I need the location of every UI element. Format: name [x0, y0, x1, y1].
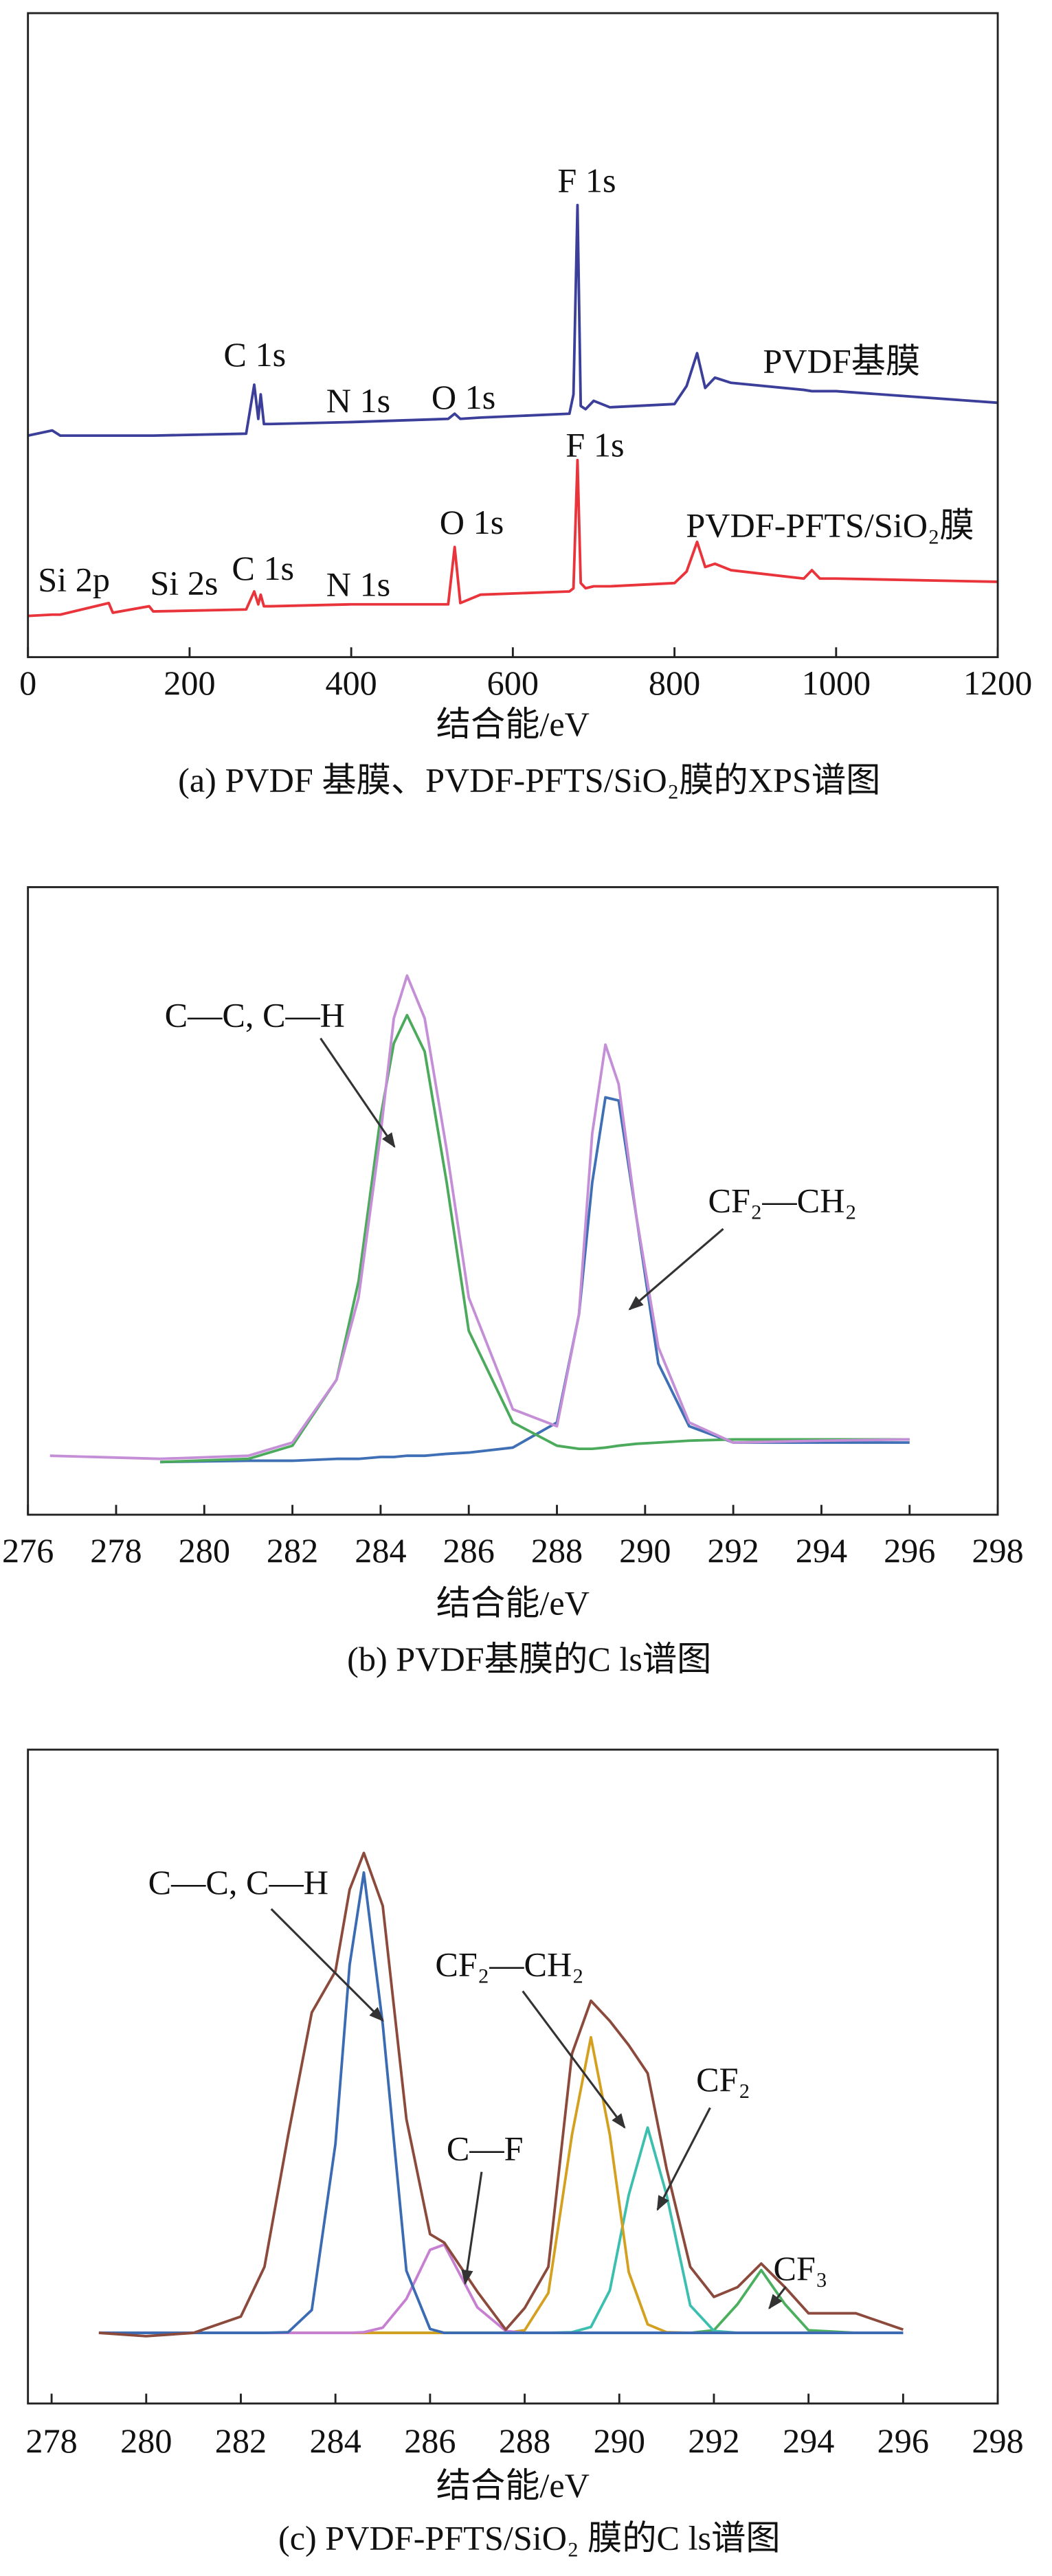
x-axis-label: 结合能/eV [436, 2466, 590, 2505]
x-tick-label: 278 [90, 1531, 142, 1570]
peak-label: CF₃ [774, 2249, 828, 2287]
x-tick-label: 600 [487, 664, 539, 702]
x-tick-label: 286 [404, 2421, 456, 2460]
peak-label: C—C, C—H [148, 1863, 328, 1901]
peak-label: N 1s [326, 381, 390, 420]
x-tick-label: 200 [164, 664, 215, 702]
x-tick-label: 0 [19, 664, 36, 702]
x-tick-label: 282 [215, 2421, 267, 2460]
plot-frame [27, 1748, 999, 2405]
spectrum-line [160, 1096, 910, 1464]
peak-label: F 1s [566, 425, 624, 464]
x-tick-label: 284 [355, 1531, 406, 1570]
arrow [320, 1037, 396, 1149]
peak-label: F 1s [557, 161, 616, 199]
peak-label: CF₂—CH₂ [708, 1182, 856, 1220]
x-tick-label: 290 [619, 1531, 671, 1570]
spectrum-line [27, 203, 998, 438]
x-tick-label: 276 [2, 1531, 54, 1570]
caption: (b) PVDF基膜的C ls谱图 [347, 1640, 711, 1678]
x-tick-label: 298 [972, 2421, 1023, 2460]
caption: (a) PVDF 基膜、PVDF-PFTS/SiO₂膜的XPS谱图 [178, 760, 880, 799]
x-tick-label: 294 [783, 2421, 834, 2460]
spectrum-line [49, 974, 910, 1460]
x-tick-label: 282 [267, 1531, 318, 1570]
x-tick-label: 1200 [963, 664, 1032, 702]
peak-label: O 1s [432, 378, 495, 416]
x-tick-label: 1000 [802, 664, 871, 702]
peak-label: C—F [447, 2129, 524, 2168]
plot-frame [27, 12, 999, 659]
peak-label: CF₂ [696, 2060, 750, 2099]
x-tick-label: 288 [531, 1531, 583, 1570]
x-tick-label: 280 [179, 1531, 230, 1570]
arrow [628, 1228, 724, 1311]
x-tick-label: 290 [594, 2421, 645, 2460]
x-tick-label: 298 [972, 1531, 1023, 1570]
x-tick-label: 292 [688, 2421, 739, 2460]
peak-label: C 1s [232, 549, 294, 587]
arrow [522, 1990, 626, 2129]
peak-label: C—C, C—H [165, 995, 345, 1034]
x-tick-label: 296 [884, 1531, 935, 1570]
peak-label: N 1s [326, 565, 390, 604]
series-label: PVDF-PFTS/SiO₂膜 [686, 506, 974, 545]
arrow [270, 1908, 384, 2022]
x-tick-label: 284 [310, 2421, 361, 2460]
x-tick-label: 294 [796, 1531, 847, 1570]
peak-label: Si 2p [38, 561, 110, 599]
x-tick-label: 288 [499, 2421, 550, 2460]
x-tick-label: 400 [325, 664, 377, 702]
arrow [656, 2107, 711, 2211]
plot-frame [27, 886, 999, 1516]
x-tick-label: 296 [877, 2421, 929, 2460]
caption: (c) PVDF-PFTS/SiO₂ 膜的C ls谱图 [278, 2518, 781, 2557]
x-tick-label: 292 [707, 1531, 759, 1570]
spectrum-line [98, 1851, 904, 2338]
x-axis-label: 结合能/eV [436, 705, 590, 743]
peak-label: Si 2s [150, 563, 218, 602]
series-label: PVDF基膜 [763, 341, 920, 380]
spectrum-line [98, 1871, 904, 2335]
peak-label: CF₂—CH₂ [435, 1945, 583, 1984]
x-tick-label: 800 [649, 664, 700, 702]
peak-label: C 1s [223, 335, 286, 374]
arrow [461, 2171, 483, 2285]
spectrum-line [98, 2035, 904, 2335]
x-tick-label: 280 [120, 2421, 172, 2460]
peak-label: O 1s [440, 503, 504, 541]
spectrum-line [27, 458, 998, 618]
x-axis-label: 结合能/eV [436, 1584, 590, 1623]
spectrum-line [160, 1013, 910, 1464]
x-tick-label: 278 [25, 2421, 77, 2460]
x-tick-label: 286 [443, 1531, 495, 1570]
arrow [768, 2286, 787, 2309]
